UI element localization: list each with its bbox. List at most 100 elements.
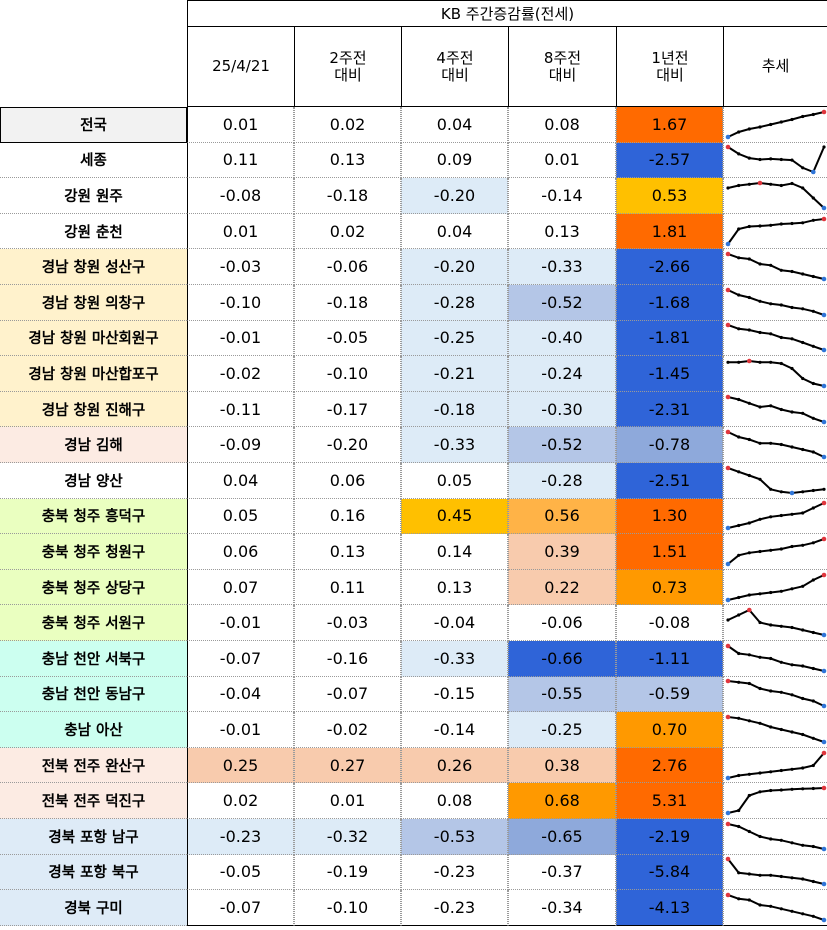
trend-point <box>779 407 783 411</box>
trend-point <box>769 656 773 660</box>
trend-sparkline-cell <box>723 356 827 392</box>
trend-point <box>811 880 815 884</box>
row-label: 충남 천안 동남구 <box>0 676 187 713</box>
value-cell: 5.31 <box>616 783 723 819</box>
trend-point <box>769 590 773 594</box>
trend-point <box>811 112 815 116</box>
trend-point <box>737 651 741 655</box>
trend-point <box>725 679 731 684</box>
value-cell: -0.04 <box>401 605 508 641</box>
trend-sparkline-cell <box>723 213 827 250</box>
trend-sparkline-cell <box>723 854 827 891</box>
trend-line <box>727 644 825 672</box>
trend-point <box>737 360 741 364</box>
trend-sparkline <box>725 892 827 923</box>
value-cell: -0.33 <box>401 641 508 677</box>
value-cell: 0.08 <box>401 783 508 819</box>
trend-sparkline <box>725 572 827 602</box>
trend-point <box>769 301 773 306</box>
trend-point <box>758 621 762 625</box>
value-cell: 0.38 <box>508 747 616 784</box>
value-cell: -0.66 <box>508 641 616 677</box>
value-cell: 0.56 <box>508 498 616 535</box>
trend-point <box>758 655 762 659</box>
value-cell: 0.04 <box>401 107 508 143</box>
value-cell: -0.19 <box>294 854 401 891</box>
trend-point <box>726 618 730 622</box>
trend-line <box>727 573 825 601</box>
trend-sparkline <box>725 251 827 282</box>
trend-point <box>747 521 751 525</box>
trend-point <box>811 763 815 767</box>
trend-point <box>811 577 815 582</box>
value-cell: 1.67 <box>616 107 723 143</box>
value-cell: -0.10 <box>294 890 401 926</box>
trend-point <box>747 829 751 833</box>
trend-point <box>758 262 762 266</box>
value-cell: -0.10 <box>187 285 294 321</box>
value-cell: 0.68 <box>508 783 616 819</box>
trend-sparkline <box>725 857 827 887</box>
row-label: 강원 춘천 <box>0 213 187 250</box>
trend-point <box>747 772 751 776</box>
column-header-line: 2주전 <box>329 48 367 67</box>
trend-point <box>725 857 731 862</box>
trend-point <box>769 263 773 268</box>
value-cell: 1.81 <box>616 213 723 250</box>
trend-sparkline-cell <box>723 498 827 535</box>
value-cell: -0.16 <box>294 641 401 677</box>
trend-point <box>821 632 827 638</box>
trend-point <box>737 152 741 156</box>
value-cell: 0.01 <box>187 213 294 250</box>
trend-point <box>790 270 794 274</box>
trend-point <box>747 682 751 686</box>
trend-point <box>790 181 794 186</box>
trend-point <box>747 607 752 613</box>
trend-point <box>801 843 805 847</box>
value-cell: 0.13 <box>294 142 401 179</box>
trend-point <box>769 122 773 126</box>
column-header-line: 1년전 <box>651 48 689 67</box>
trend-sparkline <box>725 429 827 460</box>
trend-point <box>779 547 783 551</box>
trend-point <box>747 358 752 364</box>
trend-sparkline-cell <box>723 605 827 641</box>
trend-point <box>747 652 751 657</box>
trend-point <box>725 810 731 816</box>
trend-point <box>769 223 773 227</box>
trend-point <box>725 643 731 649</box>
value-cell: 0.13 <box>401 569 508 606</box>
trend-point <box>790 586 794 590</box>
trend-point <box>747 127 751 131</box>
trend-point <box>769 487 773 491</box>
value-cell: 2.76 <box>616 747 723 784</box>
trend-point <box>769 515 773 519</box>
trend-point <box>789 490 795 496</box>
trend-point <box>769 689 773 693</box>
trend-point <box>801 584 805 588</box>
trend-point <box>747 182 751 186</box>
trend-sparkline-cell <box>723 249 827 285</box>
value-cell: -0.03 <box>294 605 401 641</box>
trend-point <box>747 719 751 723</box>
value-cell: -0.23 <box>401 890 508 926</box>
trend-point <box>821 739 827 745</box>
trend-line <box>727 181 825 209</box>
trend-sparkline-cell <box>723 569 827 606</box>
value-cell: -0.18 <box>294 285 401 321</box>
trend-point <box>801 664 805 668</box>
column-header-line: 대비 <box>548 65 577 84</box>
trend-point <box>811 914 815 918</box>
trend-point <box>811 218 815 222</box>
value-cell: 0.25 <box>187 747 294 784</box>
value-cell: 0.04 <box>187 463 294 499</box>
value-cell: 0.02 <box>187 783 294 819</box>
value-cell: -0.08 <box>187 178 294 214</box>
trend-point <box>801 877 805 881</box>
trend-point <box>747 401 751 405</box>
trend-point <box>811 450 815 454</box>
trend-point <box>725 597 731 602</box>
value-cell: 0.53 <box>616 178 723 214</box>
value-cell: -0.04 <box>187 676 294 713</box>
trend-point <box>737 226 741 231</box>
